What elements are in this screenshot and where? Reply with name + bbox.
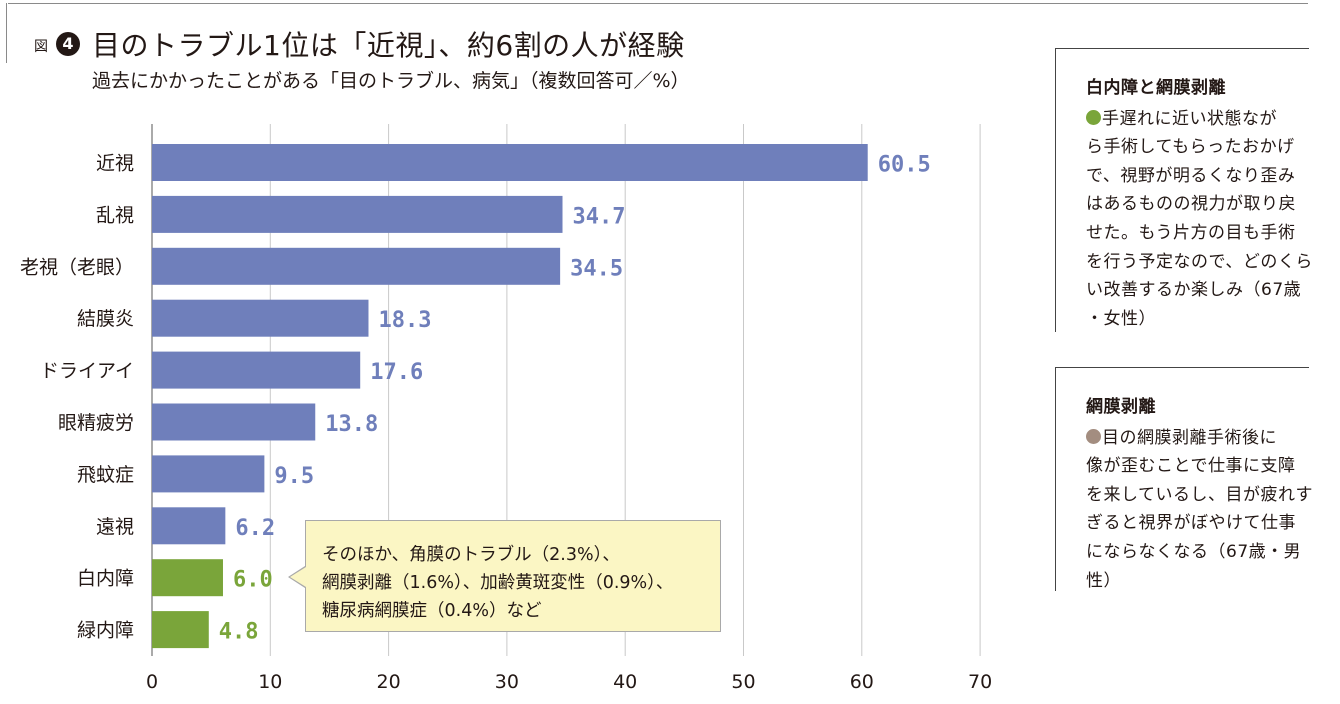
data-label: 60.5 xyxy=(878,153,931,178)
testimonial-line: 目の網膜剥離手術後に xyxy=(1102,427,1277,448)
left-rule xyxy=(6,3,7,63)
data-label: 4.8 xyxy=(219,620,259,645)
x-tick-label: 10 xyxy=(258,671,282,693)
note-line: 糖尿病網膜症（0.4%）など xyxy=(322,601,542,621)
bar xyxy=(152,559,223,597)
testimonial-line: はあるものの視力が取り戻 xyxy=(1086,194,1296,215)
testimonial-line: を来しているし、目が疲れす xyxy=(1086,484,1313,505)
bar xyxy=(152,195,563,233)
testimonial-top-border xyxy=(1055,48,1309,49)
category-label: 近視 xyxy=(96,153,134,175)
category-label: 遠視 xyxy=(96,516,134,538)
bar xyxy=(152,611,209,649)
bar xyxy=(152,247,561,285)
testimonial-line: 性） xyxy=(1086,570,1121,591)
data-label: 13.8 xyxy=(325,412,378,437)
note-line: そのほか、角膜のトラブル（2.3%）、 xyxy=(322,545,620,565)
testimonial-line: せた。もう片方の目も手術 xyxy=(1086,222,1296,243)
data-label: 6.2 xyxy=(235,516,275,541)
testimonial-cataract: 白内障と網膜剥離 手遅れに近い状態なが ら手術してもらったおかげ で、視野が明る… xyxy=(1055,48,1313,332)
x-tick-label: 60 xyxy=(850,671,874,693)
category-label: 老視（老眼） xyxy=(20,256,134,278)
data-label: 6.0 xyxy=(233,568,273,593)
testimonial-title: 網膜剥離 xyxy=(1086,397,1156,417)
testimonial-line: ・女性） xyxy=(1086,308,1156,329)
testimonial-line: ら手術してもらったおかげ xyxy=(1086,137,1295,158)
x-tick-label: 0 xyxy=(146,671,158,693)
testimonial-line: にならなくなる（67歳・男 xyxy=(1086,541,1302,562)
chart-subtitle: 過去にかかったことがある「目のトラブル、病気」（複数回答可／%） xyxy=(92,70,690,92)
category-label: 乱視 xyxy=(96,204,134,226)
category-label: 白内障 xyxy=(77,568,134,590)
chart-title: 目のトラブル1位は「近視」、約6割の人が経験 xyxy=(92,29,685,62)
testimonial-title: 白内障と網膜剥離 xyxy=(1086,78,1226,98)
testimonial-retinal-detachment: 網膜剥離 目の網膜剥離手術後に 像が歪むことで仕事に支障 を来しているし、目が疲… xyxy=(1055,367,1313,591)
bar xyxy=(152,507,226,545)
category-label: ドライアイ xyxy=(40,360,134,382)
testimonial-border xyxy=(1055,48,1056,332)
testimonial-line: ぎると視界がぼやけて仕事 xyxy=(1086,513,1296,534)
data-label: 9.5 xyxy=(274,464,314,489)
testimonial-line: で、視野が明るくなり歪み xyxy=(1086,165,1296,186)
bar xyxy=(152,455,265,493)
category-label: 結膜炎 xyxy=(77,308,134,330)
testimonial-line: 手遅れに近い状態なが xyxy=(1102,108,1277,129)
bar-chart: 0 10 20 30 40 50 60 70 近視 60.5 乱視 34.7 老視（老眼） 34.5 結膜炎… xyxy=(20,124,992,693)
data-label: 18.3 xyxy=(378,308,431,333)
other-conditions-note: そのほか、角膜のトラブル（2.3%）、 網膜剥離（1.6%）、加齢黄斑変性（0.… xyxy=(305,520,721,632)
category-label: 眼精疲労 xyxy=(58,412,134,434)
note-line: 網膜剥離（1.6%）、加齢黄斑変性（0.9%）、 xyxy=(322,573,674,593)
bar xyxy=(152,144,868,181)
data-label: 34.5 xyxy=(570,256,623,281)
category-label: 緑内障 xyxy=(77,620,134,642)
bullet-dot-icon xyxy=(1086,428,1101,444)
x-tick-label: 30 xyxy=(495,671,519,693)
figure-prefix: 図 xyxy=(34,39,48,55)
figure-number-badge: 4 xyxy=(56,32,80,56)
bar xyxy=(152,351,361,389)
x-tick-label: 20 xyxy=(377,671,401,693)
category-label: 飛蚊症 xyxy=(77,464,134,486)
bullet-dot-icon xyxy=(1086,109,1101,125)
top-rule xyxy=(8,3,1308,4)
x-tick-label: 50 xyxy=(731,671,755,693)
testimonial-line: 像が歪むことで仕事に支障 xyxy=(1086,456,1296,477)
x-tick-label: 70 xyxy=(968,671,992,693)
x-tick-label: 40 xyxy=(613,671,637,693)
testimonial-border xyxy=(1055,367,1056,591)
testimonial-line: を行う予定なので、どのくら xyxy=(1086,251,1313,272)
testimonial-line: い改善するか楽しみ（67歳 xyxy=(1086,280,1302,301)
testimonial-top-border xyxy=(1055,367,1309,368)
data-label: 17.6 xyxy=(370,360,423,385)
bar xyxy=(152,299,369,337)
bar xyxy=(152,403,316,441)
note-pointer-fill xyxy=(290,567,306,587)
data-label: 34.7 xyxy=(573,204,626,229)
